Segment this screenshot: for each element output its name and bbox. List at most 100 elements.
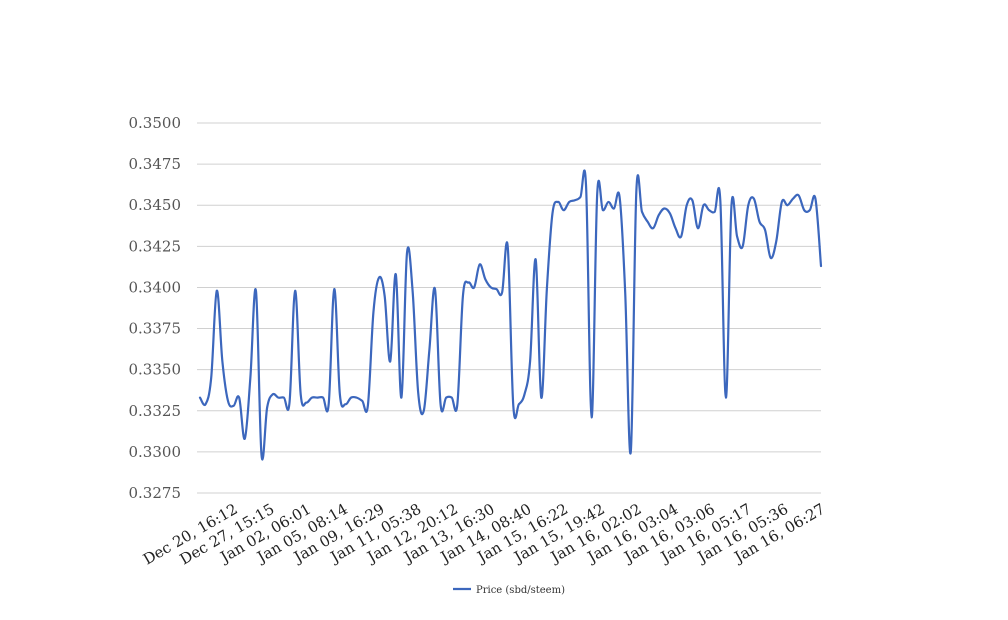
data-point — [707, 208, 711, 212]
data-point — [478, 262, 482, 266]
data-point — [573, 198, 577, 202]
data-point — [729, 203, 733, 207]
data-point — [355, 396, 359, 400]
data-point — [254, 289, 258, 293]
data-point — [601, 208, 605, 212]
data-point — [243, 437, 247, 441]
data-point — [461, 294, 465, 298]
data-point — [321, 396, 325, 400]
data-point — [293, 289, 297, 293]
data-point — [528, 359, 532, 363]
y-tick-label: 0.3300 — [129, 443, 182, 461]
data-point — [623, 290, 627, 294]
data-point — [343, 402, 347, 406]
data-point — [763, 228, 767, 232]
data-point — [411, 289, 415, 293]
data-point — [433, 287, 437, 291]
data-point — [657, 213, 661, 217]
data-point — [455, 402, 459, 406]
y-tick-label: 0.3325 — [129, 402, 182, 420]
data-point — [724, 396, 728, 400]
data-point — [746, 203, 750, 207]
data-point — [220, 359, 224, 363]
data-point — [483, 277, 487, 281]
data-point — [299, 392, 303, 396]
data-point — [511, 404, 515, 408]
data-point — [769, 256, 773, 260]
data-point — [640, 210, 644, 214]
data-point — [265, 405, 269, 409]
data-point — [260, 453, 264, 457]
data-point — [578, 195, 582, 199]
data-point — [590, 415, 594, 419]
data-point — [315, 396, 319, 400]
data-point — [450, 396, 454, 400]
data-point — [595, 192, 599, 196]
data-point — [735, 234, 739, 238]
data-point — [495, 287, 499, 291]
data-point — [741, 244, 745, 248]
data-point — [629, 450, 633, 454]
data-point — [713, 210, 717, 214]
data-point — [545, 287, 549, 291]
data-point — [282, 396, 286, 400]
legend: Price (sbd/steem) — [453, 585, 565, 596]
data-point — [506, 244, 510, 248]
data-point — [791, 197, 795, 201]
data-point — [427, 348, 431, 352]
y-tick-label: 0.3450 — [129, 196, 182, 214]
data-point — [813, 197, 817, 201]
data-point — [327, 402, 331, 406]
data-point — [668, 211, 672, 215]
y-tick-label: 0.3400 — [129, 278, 182, 296]
data-point — [780, 200, 784, 204]
data-point — [338, 392, 342, 396]
y-tick-label: 0.3350 — [129, 361, 182, 379]
data-point — [612, 207, 616, 211]
data-point — [802, 208, 806, 212]
series-line-price — [198, 169, 823, 461]
data-point — [556, 200, 560, 204]
legend-label: Price (sbd/steem) — [476, 585, 565, 596]
data-point — [416, 391, 420, 395]
data-point — [562, 208, 566, 212]
data-point — [718, 198, 722, 202]
data-point — [606, 200, 610, 204]
data-point — [550, 211, 554, 215]
data-point — [685, 203, 689, 207]
series-layer — [198, 169, 823, 461]
data-point — [690, 198, 694, 202]
data-point — [539, 396, 543, 400]
data-point — [489, 285, 493, 289]
y-tick-label: 0.3275 — [129, 484, 182, 502]
data-point — [226, 399, 230, 403]
data-point — [567, 200, 571, 204]
data-point — [444, 396, 448, 400]
y-tick-label: 0.3425 — [129, 237, 182, 255]
data-point — [819, 264, 823, 268]
data-point — [360, 399, 364, 403]
data-point — [467, 281, 471, 285]
data-point — [522, 392, 526, 396]
data-point — [785, 203, 789, 207]
data-point — [405, 251, 409, 255]
data-point — [774, 239, 778, 243]
data-point — [232, 404, 236, 408]
data-point — [383, 294, 387, 298]
data-point — [634, 188, 638, 192]
data-point — [752, 197, 756, 201]
data-point — [271, 392, 275, 396]
data-point — [679, 234, 683, 238]
data-point — [394, 272, 398, 276]
data-point — [618, 195, 622, 199]
data-point — [422, 409, 426, 413]
data-point — [584, 183, 588, 187]
data-point — [366, 404, 370, 408]
data-point — [808, 208, 812, 212]
data-point — [310, 396, 314, 400]
y-axis-ticks: 0.3275 0.3300 0.3325 0.3350 0.3375 0.3400 0.34… — [129, 114, 182, 502]
data-point — [500, 290, 504, 294]
data-point — [248, 376, 252, 380]
